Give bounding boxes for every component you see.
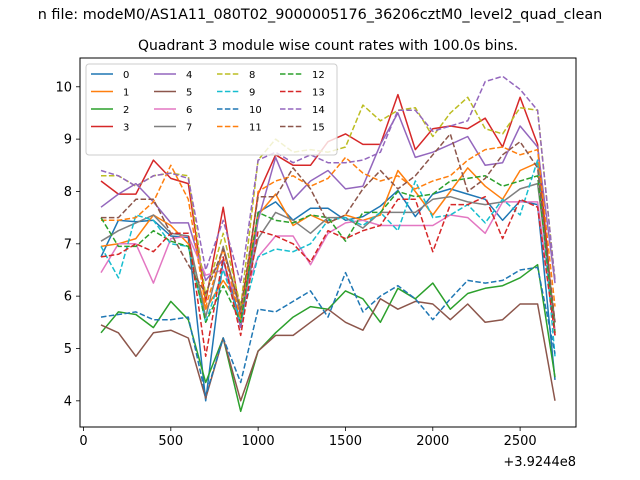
legend-label-3: 3 bbox=[123, 123, 129, 134]
legend-label-0: 0 bbox=[123, 70, 129, 81]
legend-label-7: 7 bbox=[186, 123, 192, 134]
legend-label-8: 8 bbox=[249, 70, 255, 81]
chart-suptitle: n file: modeM0/AS1A11_080T02_9000005176_… bbox=[38, 7, 603, 23]
x-tick-label: 1000 bbox=[242, 434, 275, 449]
legend-label-15: 15 bbox=[312, 123, 325, 134]
x-offset-label: +3.9244e8 bbox=[503, 455, 576, 470]
y-tick-label: 10 bbox=[55, 80, 72, 95]
x-tick-label: 500 bbox=[158, 434, 183, 449]
y-tick-label: 6 bbox=[64, 290, 72, 305]
series-line-5 bbox=[100, 298, 556, 402]
legend-label-13: 13 bbox=[312, 88, 325, 99]
legend-label-2: 2 bbox=[123, 105, 129, 116]
series-line-14 bbox=[100, 75, 556, 284]
legend-label-14: 14 bbox=[312, 105, 325, 116]
series-line-11 bbox=[101, 146, 556, 321]
y-tick-label: 4 bbox=[64, 394, 72, 409]
series-line-12 bbox=[100, 175, 556, 333]
series-line-0 bbox=[100, 188, 556, 402]
series-line-4 bbox=[100, 112, 556, 329]
legend-label-12: 12 bbox=[312, 70, 325, 81]
series-line-13 bbox=[100, 195, 556, 358]
legend-label-5: 5 bbox=[186, 88, 192, 99]
x-tick-label: 1500 bbox=[329, 434, 362, 449]
y-tick-label: 7 bbox=[64, 237, 72, 252]
legend-label-6: 6 bbox=[186, 105, 192, 116]
y-tick-label: 9 bbox=[64, 133, 72, 148]
legend-label-9: 9 bbox=[249, 88, 255, 99]
y-tick-label: 5 bbox=[64, 342, 72, 357]
series-line-6 bbox=[100, 201, 556, 331]
y-axis: 4 5 6 7 8 9 10 bbox=[55, 80, 80, 409]
x-axis: 0 500 1000 1500 2000 2500 bbox=[79, 427, 537, 449]
legend-label-4: 4 bbox=[186, 70, 192, 81]
legend-label-11: 11 bbox=[249, 123, 262, 134]
legend-box bbox=[85, 63, 338, 156]
plot-border bbox=[79, 57, 577, 428]
chart-title: Quadrant 3 module wise count rates with … bbox=[138, 38, 518, 54]
legend-label-1: 1 bbox=[123, 88, 129, 99]
legend-label-10: 10 bbox=[249, 105, 262, 116]
series-line-7 bbox=[100, 182, 556, 323]
x-tick-label: 2000 bbox=[416, 434, 449, 449]
x-tick-label: 2500 bbox=[504, 434, 537, 449]
y-tick-label: 8 bbox=[64, 185, 72, 200]
x-tick-label: 0 bbox=[79, 434, 87, 449]
series-line-10 bbox=[100, 266, 556, 397]
series-line-15 bbox=[101, 133, 556, 323]
